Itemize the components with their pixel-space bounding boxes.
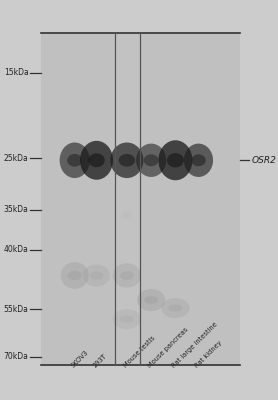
Ellipse shape <box>113 309 141 329</box>
Ellipse shape <box>67 154 82 167</box>
Text: Mouse pancreas: Mouse pancreas <box>147 326 190 369</box>
Text: 55kDa: 55kDa <box>4 305 29 314</box>
Ellipse shape <box>137 289 165 311</box>
Ellipse shape <box>60 142 90 178</box>
Ellipse shape <box>113 263 141 288</box>
Text: Mouse testis: Mouse testis <box>123 335 157 369</box>
Text: 15kDa: 15kDa <box>4 68 29 77</box>
Bar <box>115 33 140 365</box>
Ellipse shape <box>61 262 89 289</box>
Ellipse shape <box>136 144 166 177</box>
Ellipse shape <box>124 214 130 217</box>
Text: Rat large intestine: Rat large intestine <box>171 321 219 369</box>
Ellipse shape <box>168 304 182 312</box>
Ellipse shape <box>144 296 158 304</box>
Ellipse shape <box>120 316 134 323</box>
Ellipse shape <box>121 211 132 220</box>
Ellipse shape <box>68 271 82 280</box>
Ellipse shape <box>167 153 184 168</box>
Ellipse shape <box>90 272 103 280</box>
Text: SKOV3: SKOV3 <box>70 349 90 369</box>
Ellipse shape <box>144 154 159 166</box>
Ellipse shape <box>110 142 143 178</box>
Ellipse shape <box>80 141 113 180</box>
Bar <box>41 33 115 365</box>
Text: OSR2: OSR2 <box>252 156 277 165</box>
Text: 40kDa: 40kDa <box>4 245 29 254</box>
Text: Rat kidney: Rat kidney <box>194 339 224 369</box>
Ellipse shape <box>184 144 213 177</box>
Ellipse shape <box>119 154 135 167</box>
Text: 35kDa: 35kDa <box>4 206 29 214</box>
Text: 293T: 293T <box>92 353 108 369</box>
Ellipse shape <box>83 264 110 286</box>
Bar <box>140 33 240 365</box>
Ellipse shape <box>158 140 192 180</box>
Ellipse shape <box>191 154 206 166</box>
Text: 70kDa: 70kDa <box>4 352 29 362</box>
Ellipse shape <box>88 153 105 167</box>
Ellipse shape <box>161 298 190 318</box>
Ellipse shape <box>120 271 134 280</box>
Text: 25kDa: 25kDa <box>4 154 29 163</box>
